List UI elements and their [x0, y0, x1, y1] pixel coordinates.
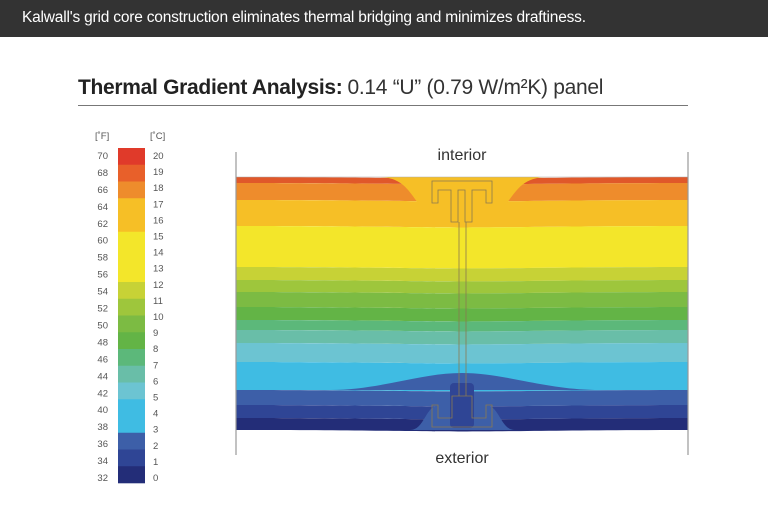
- legend-swatch: [118, 332, 145, 350]
- legend-swatch: [118, 399, 145, 434]
- fahrenheit-tick: 60: [97, 236, 108, 247]
- fahrenheit-tick: 70: [97, 151, 108, 162]
- panel-cross-section: [236, 176, 688, 432]
- celsius-unit: [˚C]: [150, 131, 165, 142]
- legend-swatch: [118, 382, 145, 400]
- legend-swatch: [118, 298, 145, 316]
- grid-core-web-outline: [458, 222, 467, 396]
- legend-swatch: [118, 466, 145, 484]
- celsius-tick: 5: [153, 393, 158, 404]
- fahrenheit-tick: 56: [97, 270, 108, 281]
- interior-label: interior: [438, 147, 488, 164]
- celsius-tick: 15: [153, 232, 164, 243]
- celsius-tick: 18: [153, 183, 164, 194]
- temperature-band: [236, 226, 688, 269]
- fahrenheit-tick: 36: [97, 439, 108, 450]
- title-bold: Thermal Gradient Analysis:: [78, 76, 343, 99]
- fahrenheit-tick: 44: [97, 371, 108, 382]
- celsius-tick: 10: [153, 312, 164, 323]
- celsius-tick: 0: [153, 473, 158, 484]
- fahrenheit-tick: 66: [97, 185, 108, 196]
- interior-bulge: [378, 177, 548, 225]
- legend-swatch: [118, 164, 145, 182]
- celsius-tick: 8: [153, 344, 158, 355]
- fahrenheit-unit: [˚F]: [95, 131, 109, 142]
- celsius-tick: 20: [153, 151, 164, 162]
- fahrenheit-tick: 52: [97, 304, 108, 315]
- celsius-tick: 4: [153, 409, 158, 420]
- fahrenheit-tick: 54: [97, 287, 108, 298]
- exterior-label: exterior: [435, 450, 489, 467]
- temperature-legend: [˚F] [˚C] 706866646260585654525048464442…: [95, 131, 165, 484]
- exterior-bulge: [330, 373, 600, 390]
- grid-core-top-outline: [431, 180, 493, 223]
- legend-swatch: [118, 315, 145, 333]
- diagram-title: Thermal Gradient Analysis: 0.14 “U” (0.79…: [78, 76, 603, 100]
- temperature-band: [236, 292, 688, 309]
- title-divider: [78, 105, 688, 106]
- legend-swatch: [118, 181, 145, 199]
- legend-swatch: [118, 432, 145, 450]
- legend-swatch: [118, 365, 145, 383]
- caption-text: Kalwall's grid core construction elimina…: [22, 9, 586, 26]
- celsius-tick: 1: [153, 457, 158, 468]
- legend-swatch: [118, 282, 145, 300]
- temperature-band: [236, 307, 688, 322]
- fahrenheit-tick: 58: [97, 253, 108, 264]
- celsius-tick: 12: [153, 280, 164, 291]
- title-value: 0.14 “U” (0.79 W/m²K) panel: [347, 76, 604, 99]
- legend-swatch: [118, 198, 145, 233]
- fahrenheit-tick: 34: [97, 456, 108, 467]
- legend-swatch: [118, 349, 145, 367]
- temperature-band: [236, 280, 688, 294]
- temperature-band: [236, 343, 688, 364]
- fahrenheit-tick: 42: [97, 388, 108, 399]
- celsius-tick: 16: [153, 215, 164, 226]
- fahrenheit-tick: 64: [97, 202, 108, 213]
- celsius-tick: 7: [153, 360, 158, 371]
- grid-core-footing: [450, 383, 474, 428]
- celsius-tick: 17: [153, 199, 164, 210]
- fahrenheit-tick: 68: [97, 168, 108, 179]
- legend-swatch: [118, 449, 145, 467]
- fahrenheit-tick: 48: [97, 337, 108, 348]
- grid-core-bottom-outline: [431, 395, 493, 428]
- fahrenheit-tick: 62: [97, 219, 108, 230]
- fahrenheit-tick: 46: [97, 354, 108, 365]
- celsius-tick: 19: [153, 167, 164, 178]
- celsius-tick: 2: [153, 441, 158, 452]
- temperature-band: [236, 330, 688, 345]
- fahrenheit-tick: 50: [97, 320, 108, 331]
- celsius-tick: 14: [153, 248, 164, 259]
- temperature-band: [236, 267, 688, 282]
- celsius-tick: 9: [153, 328, 158, 339]
- celsius-tick: 11: [153, 296, 163, 307]
- legend-swatch: [118, 148, 145, 166]
- celsius-tick: 3: [153, 425, 158, 436]
- fahrenheit-tick: 38: [97, 422, 108, 433]
- fahrenheit-tick: 32: [97, 473, 108, 484]
- temperature-band: [236, 320, 688, 332]
- celsius-tick: 13: [153, 264, 164, 275]
- celsius-tick: 6: [153, 376, 158, 387]
- fahrenheit-tick: 40: [97, 405, 108, 416]
- caption-bar: Kalwall's grid core construction elimina…: [0, 0, 768, 37]
- legend-swatch: [118, 231, 145, 283]
